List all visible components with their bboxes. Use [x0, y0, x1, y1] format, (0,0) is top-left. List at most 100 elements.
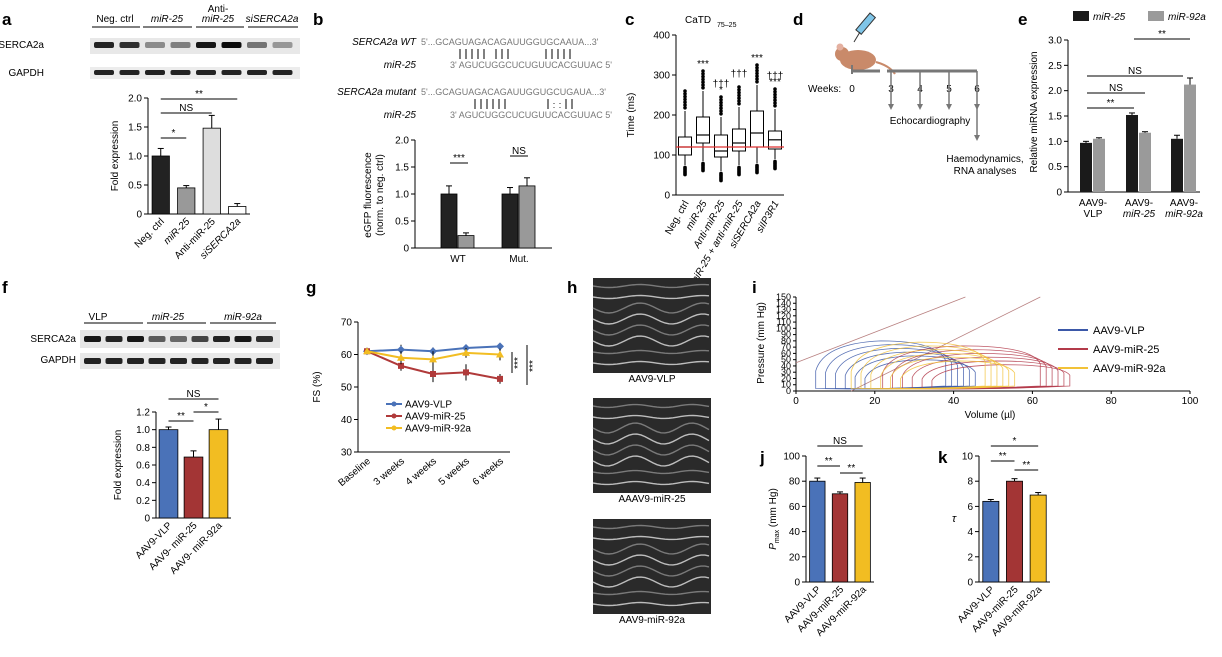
- weeks-label: Weeks:: [808, 84, 841, 95]
- timeline: 03456: [849, 65, 980, 141]
- blot-f-band: [256, 336, 273, 342]
- chart-g-xtick-label: 5 weeks: [437, 456, 472, 488]
- chart-c-outlier: [683, 172, 687, 177]
- chart-g-point: [397, 353, 405, 361]
- chart-i-ytick-label: 130: [776, 305, 791, 315]
- chart-c-outlier: [773, 101, 777, 105]
- chart-c-outlier: [683, 97, 687, 102]
- chart-j-ylabel-sub: max: [774, 529, 781, 543]
- chart-c-outlier: [683, 92, 687, 96]
- chart-e-sig-label: NS: [1109, 83, 1123, 94]
- echo-trace: [592, 294, 710, 300]
- timeline-arrowhead: [974, 135, 980, 141]
- chart-c-outlier: [737, 99, 741, 103]
- chart-c-dagger: †††: [767, 71, 784, 82]
- chart-b-ytick-label: 0.5: [395, 217, 409, 228]
- echo-images: AAV9-VLP AAAV9-miR-25 AAV9-miR-92a: [592, 278, 711, 626]
- chart-c-outlier: [755, 63, 759, 67]
- chart-j-bar: [854, 482, 871, 583]
- blot-f-band: [256, 358, 273, 364]
- chart-f-ytick-label: 0.8: [136, 443, 150, 454]
- chart-i-ylabel: Pressure (mm Hg): [756, 302, 767, 384]
- panel-c-letter: c: [625, 10, 634, 29]
- timeline-arrowhead: [917, 104, 923, 110]
- seq-mir2-label: miR-25: [384, 110, 417, 121]
- chart-e-bar: [1171, 138, 1183, 192]
- chart-e-ytick-label: 1.5: [1048, 112, 1062, 123]
- blot-a-band: [170, 70, 191, 75]
- chart-c-outlier: [683, 106, 687, 110]
- chart-k-ytick-label: 0: [967, 578, 973, 589]
- chart-e-legend-swatch: [1073, 11, 1089, 21]
- chart-i-xtick-label: 80: [1106, 396, 1118, 407]
- chart-e-bar: [1080, 142, 1092, 192]
- chart-g-xtick-label: 3 weeks: [372, 456, 407, 488]
- chart-k-ytick-label: 2: [967, 552, 973, 563]
- chart-g-xtick-label: 6 weeks: [471, 456, 506, 488]
- chart-g-xtick-label: Baseline: [336, 456, 373, 489]
- chart-i-ytick-label: 120: [776, 311, 791, 321]
- chart-c-outlier: [755, 68, 759, 73]
- seq-mut: 5'...GCAGUAGACAGAUUGGUGCUGAUA...3': [421, 87, 606, 97]
- chart-b-bar: [440, 193, 458, 249]
- blot-a-band: [221, 42, 242, 48]
- chart-g-ytick-label: 30: [341, 448, 353, 459]
- echo-trace: [592, 433, 710, 445]
- haemo-label-1: Haemodynamics,: [946, 154, 1023, 165]
- panel-b-letter: b: [313, 10, 323, 29]
- chart-f-sig-label: *: [204, 402, 208, 413]
- chart-c-outlier: [683, 94, 687, 99]
- chart-k-ytick-label: 8: [967, 477, 973, 488]
- chart-c-outlier: [755, 71, 759, 76]
- chart-i-xtick-label: 40: [948, 396, 960, 407]
- chart-e-legend-label: miR-92a: [1168, 12, 1206, 23]
- blot-f-row-gapdh: GAPDH: [40, 355, 76, 366]
- blot-a-col-anti: Anti-: [208, 4, 229, 15]
- echo-caption: AAV9-VLP: [628, 374, 675, 385]
- chart-e-group-label: miR-92a: [1165, 209, 1203, 220]
- chart-e-sig-label: **: [1158, 29, 1166, 40]
- chart-g-ytick-label: 50: [341, 383, 353, 394]
- chart-g-point: [397, 345, 405, 354]
- echo-image: [593, 519, 711, 614]
- chart-i-legend-label: AAV9-VLP: [1093, 325, 1145, 337]
- echo-trace: [592, 455, 710, 467]
- chart-b: 0 0.5 1.0 1.5 2.0 eGFP fluorescence (norm. to …: [363, 136, 552, 265]
- chart-k-bar: [1006, 480, 1023, 583]
- chart-g-point: [398, 362, 404, 369]
- chart-i-ytick-label: 20: [781, 373, 791, 383]
- blot-a-band: [170, 42, 191, 48]
- chart-f-bar: [208, 429, 229, 519]
- blot-a: [90, 26, 300, 79]
- chart-f-ytick-label: 0.6: [136, 461, 150, 472]
- chart-j-ytick-label: 20: [789, 552, 801, 563]
- chart-c-outlier: [737, 172, 741, 177]
- chart-g-legend-marker: [391, 425, 397, 431]
- panel-a: a SERCA2a GAPDH Neg. ctrl miR-25 Anti- m…: [0, 4, 300, 261]
- echo-trace: [592, 576, 710, 588]
- echo-caption: AAV9-miR-92a: [619, 615, 685, 626]
- chart-i-xtick-label: 20: [869, 396, 881, 407]
- chart-k-bar: [1029, 494, 1047, 583]
- chart-c-ytick-label: 0: [664, 191, 670, 202]
- chart-c-outlier: [701, 80, 705, 84]
- panel-j-letter: j: [759, 448, 765, 467]
- chart-c-outlier: [755, 80, 759, 84]
- echo-label: Echocardiography: [890, 116, 971, 127]
- panel-e: e 0 0.5 1.0 1.5 2.0 2.5 3.0 Relative miRNA expr…: [1018, 10, 1206, 220]
- chart-e-bar: [1139, 132, 1151, 192]
- chart-c-outlier: [719, 109, 723, 113]
- chart-c-outlier: [755, 66, 759, 70]
- blot-f-band: [127, 336, 144, 342]
- chart-k-ytick-label: 4: [967, 527, 973, 538]
- chart-i-pv-loop: [880, 352, 1004, 390]
- blot-a-row1-bg: [90, 38, 300, 54]
- seq-mismatch-mark: :: [553, 100, 556, 110]
- blot-f-band: [191, 358, 209, 364]
- echo-image: [593, 278, 711, 373]
- chart-e-sig-label: NS: [1128, 66, 1142, 77]
- echo-trace: [592, 480, 710, 486]
